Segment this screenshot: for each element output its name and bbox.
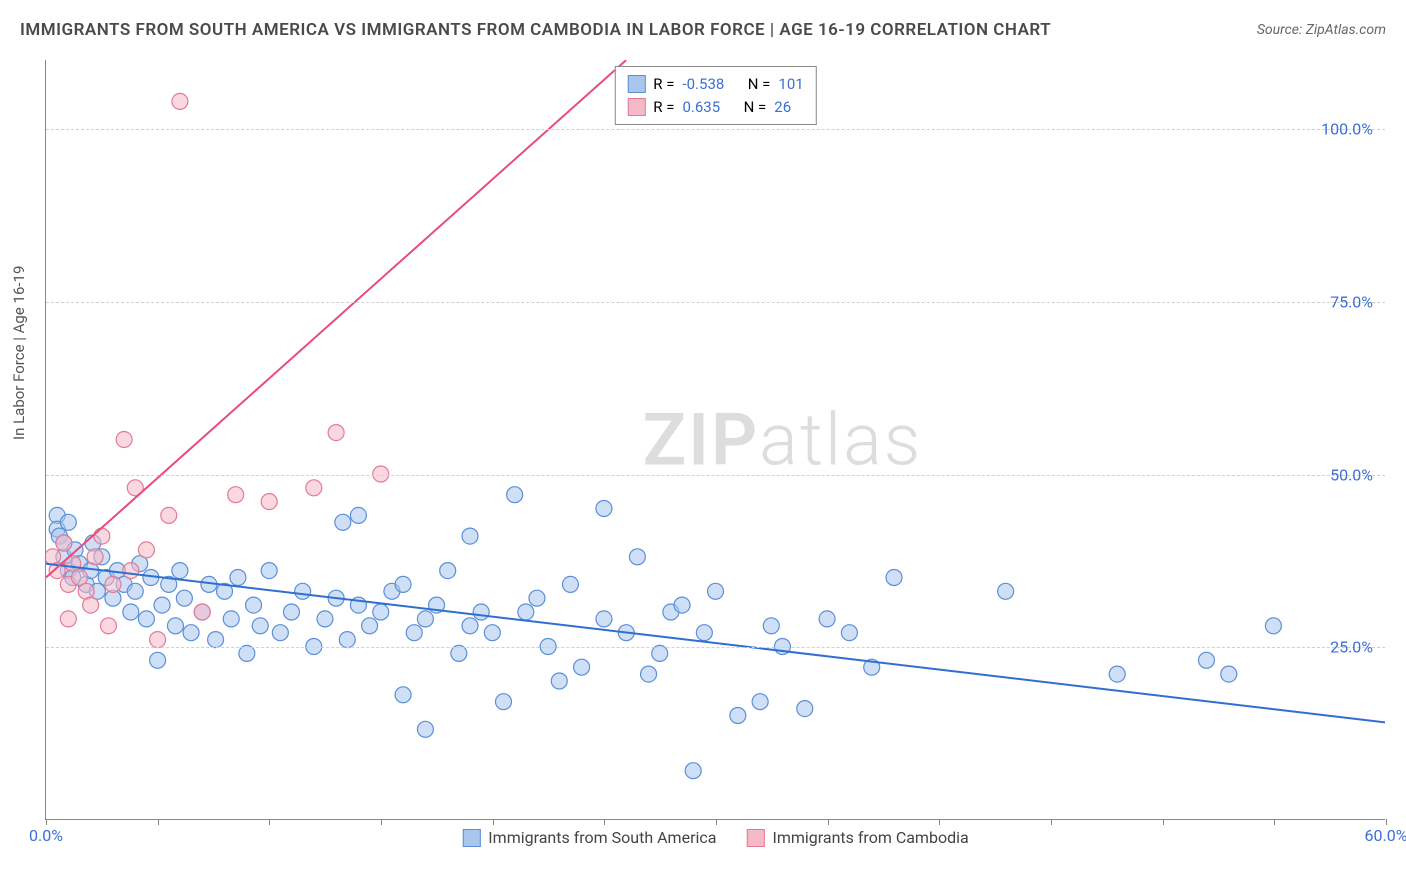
chart-svg	[46, 60, 1385, 819]
source-attribution: Source: ZipAtlas.com	[1257, 22, 1386, 38]
y-axis-label: In Labor Force | Age 16-19	[10, 266, 28, 440]
y-tick-label: 100.0%	[1321, 120, 1373, 139]
plot-area: ZIPatlas R = -0.538 N = 101 R = 0.635 N …	[45, 60, 1385, 820]
y-tick-label: 75.0%	[1330, 292, 1373, 311]
swatch-kh-bottom	[746, 829, 764, 847]
correlation-legend: R = -0.538 N = 101 R = 0.635 N = 26	[614, 66, 816, 125]
swatch-kh	[627, 98, 645, 116]
y-tick-label: 25.0%	[1330, 638, 1373, 657]
y-tick-label: 50.0%	[1330, 465, 1373, 484]
watermark: ZIPatlas	[643, 397, 923, 482]
swatch-sa	[627, 75, 645, 93]
x-tick-label: 0.0%	[29, 826, 63, 845]
legend-row-sa: R = -0.538 N = 101	[627, 73, 803, 96]
legend-item-sa: Immigrants from South America	[462, 828, 716, 847]
series-legend: Immigrants from South America Immigrants…	[462, 828, 968, 847]
x-tick-label: 60.0%	[1365, 826, 1406, 845]
swatch-sa-bottom	[462, 829, 480, 847]
legend-item-kh: Immigrants from Cambodia	[746, 828, 968, 847]
chart-title: IMMIGRANTS FROM SOUTH AMERICA VS IMMIGRA…	[20, 20, 1051, 40]
legend-row-kh: R = 0.635 N = 26	[627, 96, 803, 119]
title-bar: IMMIGRANTS FROM SOUTH AMERICA VS IMMIGRA…	[20, 20, 1386, 40]
